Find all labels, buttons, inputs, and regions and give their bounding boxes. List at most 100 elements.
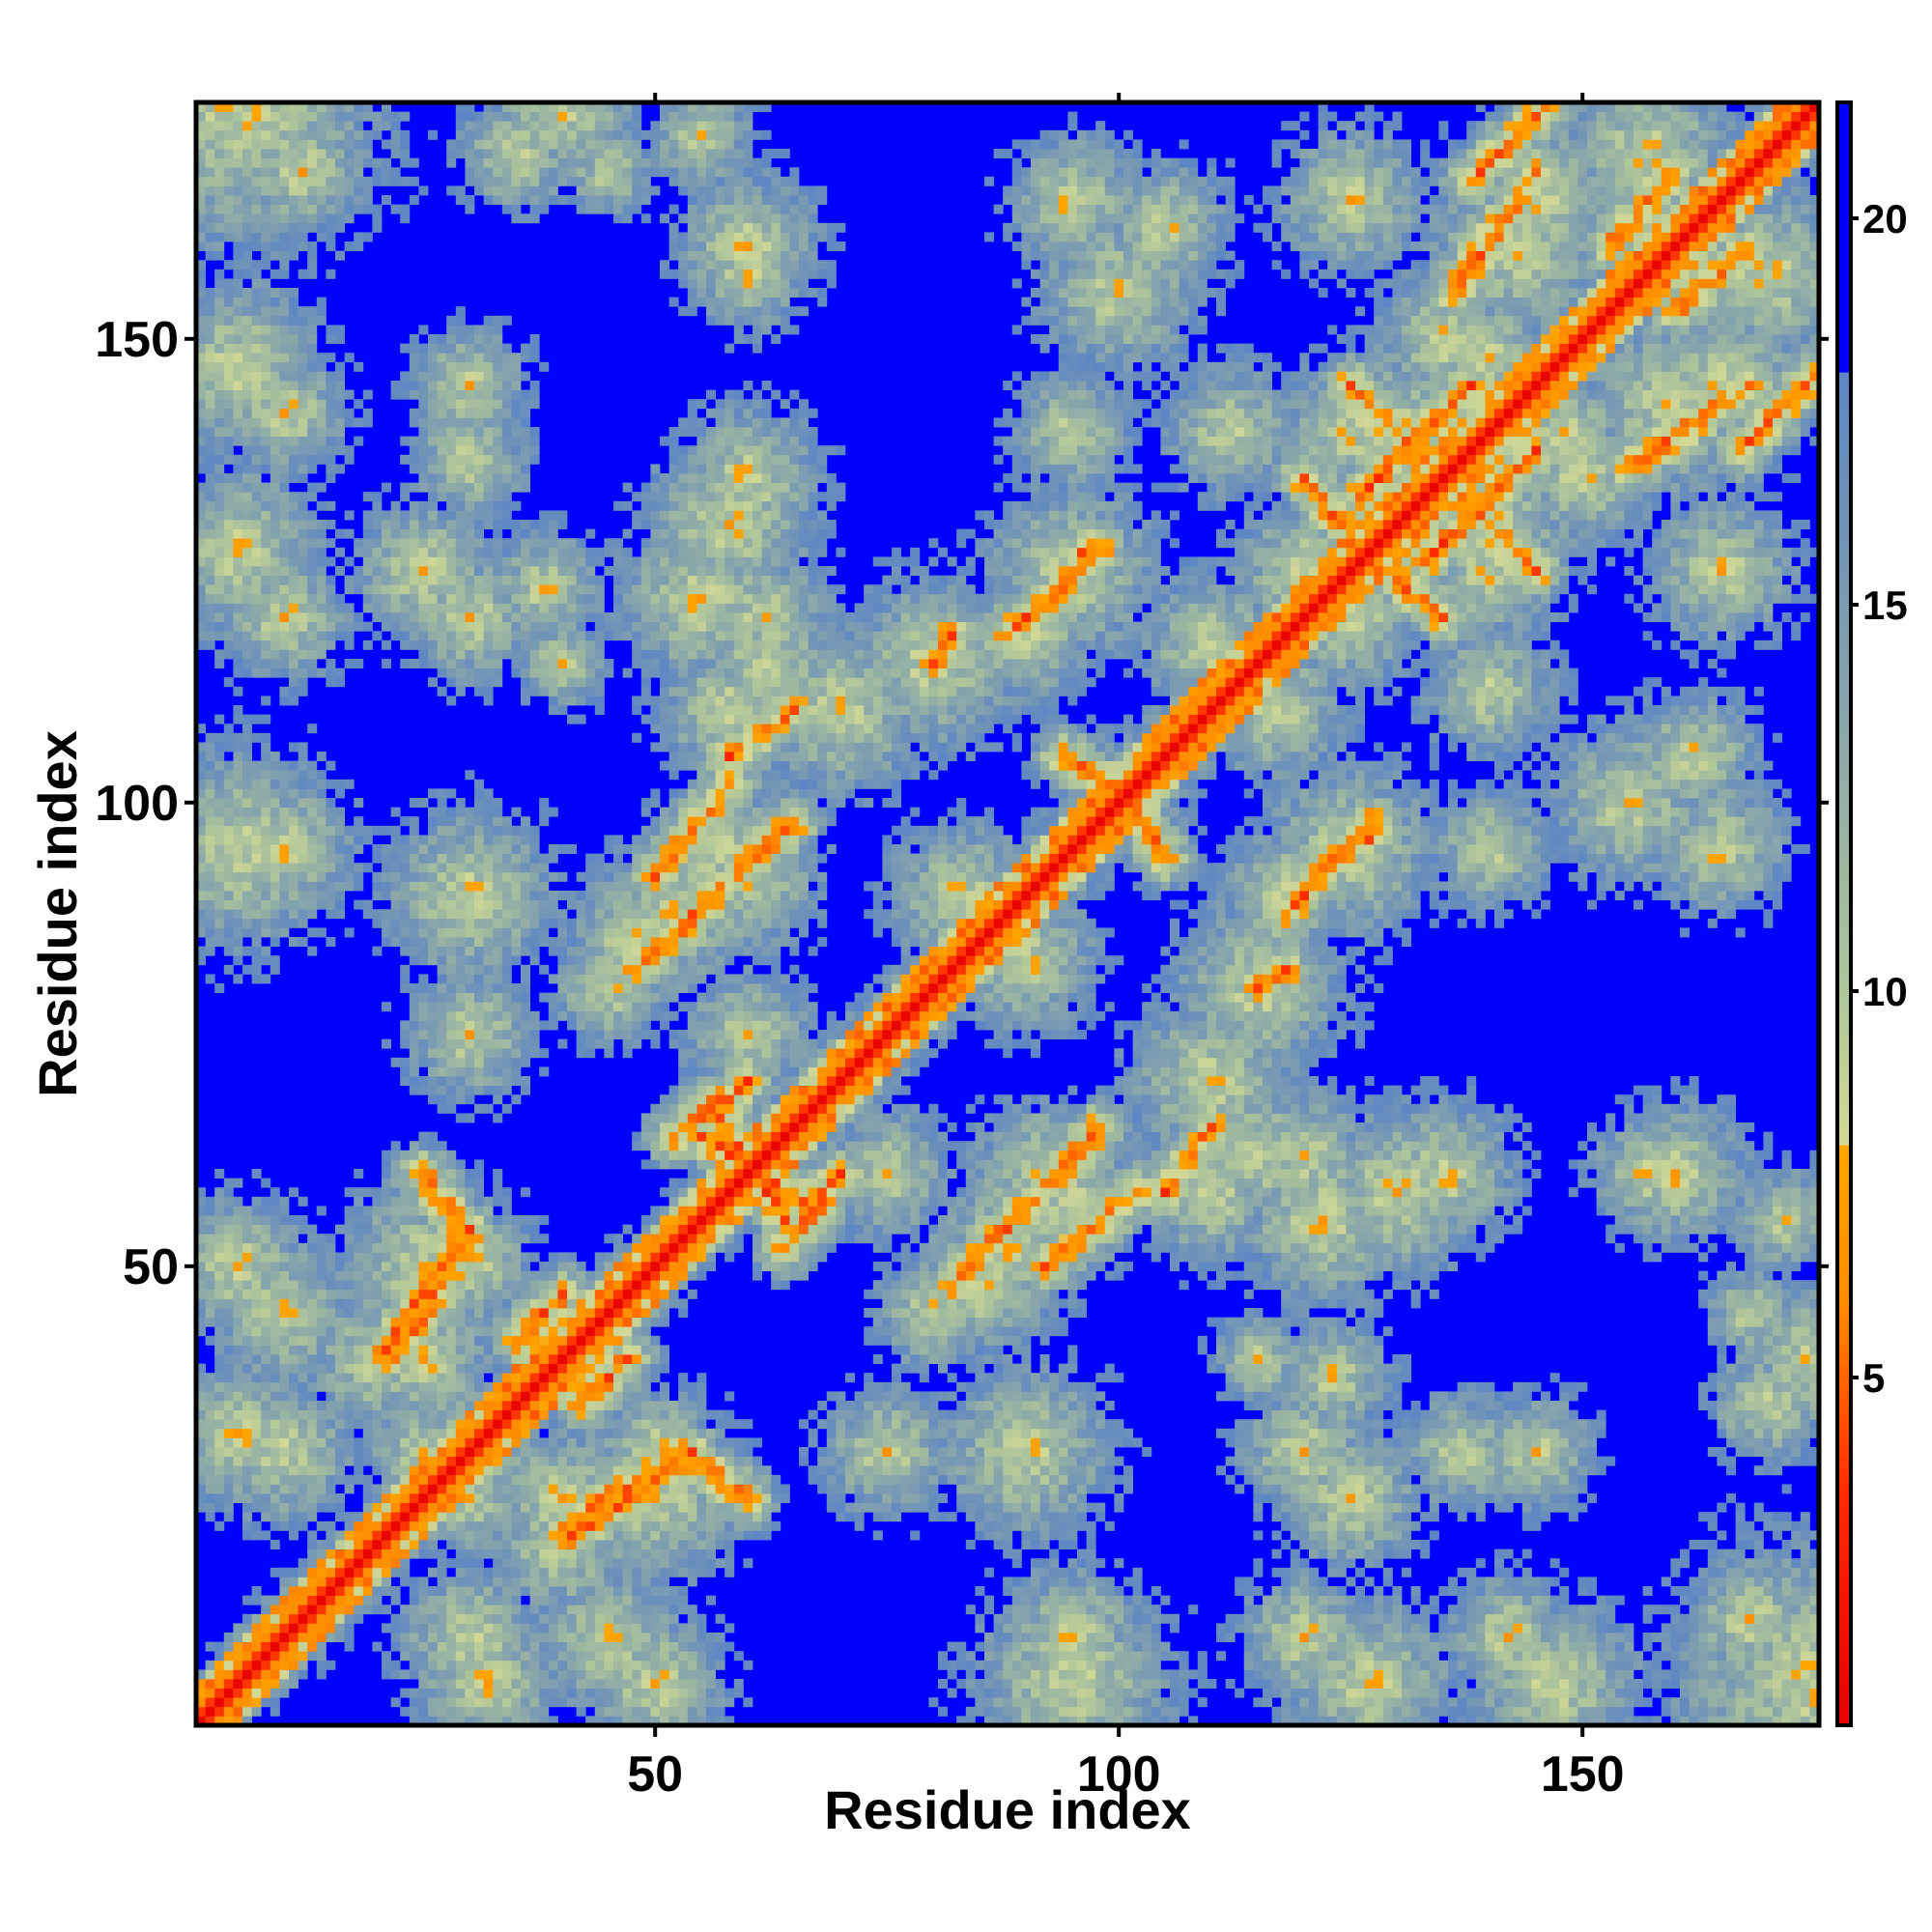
heatmap-cell xyxy=(696,1521,706,1531)
heatmap-cell xyxy=(1485,1661,1494,1670)
heatmap-cell xyxy=(214,733,224,743)
heatmap-cell xyxy=(1698,1651,1708,1661)
heatmap-cell xyxy=(1272,1707,1282,1717)
heatmap-cell xyxy=(206,371,215,381)
heatmap-cell xyxy=(1012,1577,1022,1586)
heatmap-cell xyxy=(289,1382,298,1392)
heatmap-cell xyxy=(214,316,224,326)
heatmap-cell xyxy=(345,1280,355,1290)
heatmap-cell xyxy=(1077,1633,1087,1642)
heatmap-cell xyxy=(345,1447,355,1457)
heatmap-cell xyxy=(1569,1605,1578,1614)
heatmap-cell xyxy=(335,1437,345,1447)
heatmap-cell xyxy=(1690,1661,1699,1670)
heatmap-cell xyxy=(696,1679,706,1689)
heatmap-cell xyxy=(224,381,234,390)
heatmap-cell xyxy=(206,417,215,427)
heatmap-cell xyxy=(446,1558,456,1568)
heatmap-cell xyxy=(1095,1642,1105,1652)
heatmap-cell xyxy=(678,1623,688,1633)
heatmap-cell xyxy=(242,427,252,437)
heatmap-cell xyxy=(1309,1642,1319,1652)
heatmap-cell xyxy=(270,548,280,557)
heatmap-cell xyxy=(270,167,280,177)
heatmap-cell xyxy=(1430,1596,1439,1605)
heatmap-cell xyxy=(317,1614,327,1624)
heatmap-cell xyxy=(317,1651,327,1661)
heatmap-cell xyxy=(1531,1512,1541,1521)
heatmap-cell xyxy=(1754,1577,1764,1586)
heatmap-cell xyxy=(270,455,280,465)
heatmap-cell xyxy=(206,1410,215,1420)
heatmap-cell xyxy=(307,270,317,279)
heatmap-cell xyxy=(326,677,335,687)
heatmap-cell xyxy=(428,1642,438,1652)
heatmap-cell xyxy=(224,1271,234,1281)
heatmap-cell xyxy=(252,1391,262,1401)
heatmap-cell xyxy=(326,1401,335,1410)
heatmap-cell xyxy=(270,1465,280,1475)
heatmap-cell xyxy=(242,149,252,158)
heatmap-cell xyxy=(233,390,242,400)
heatmap-cell xyxy=(242,399,252,409)
heatmap-cell xyxy=(595,1633,605,1642)
heatmap-cell xyxy=(1430,1669,1439,1679)
heatmap-cell xyxy=(456,1540,466,1549)
heatmap-cell xyxy=(1346,1623,1355,1633)
heatmap-cell xyxy=(688,1697,697,1707)
heatmap-cell xyxy=(279,501,289,511)
heatmap-cell xyxy=(1299,1521,1309,1531)
heatmap-cell xyxy=(1095,1614,1105,1624)
heatmap-cell xyxy=(298,603,308,612)
heatmap-cell xyxy=(1690,1586,1699,1596)
heatmap-cell xyxy=(382,1345,391,1354)
heatmap-cell xyxy=(261,603,270,612)
heatmap-cell xyxy=(326,1326,335,1336)
heatmap-cell xyxy=(400,919,410,928)
heatmap-cell xyxy=(206,483,215,493)
heatmap-cell xyxy=(270,139,280,149)
heatmap-cell xyxy=(1309,1549,1319,1559)
heatmap-cell xyxy=(307,1503,317,1513)
heatmap-cell xyxy=(289,649,298,659)
heatmap-cell xyxy=(252,1447,262,1457)
heatmap-cell xyxy=(1531,1596,1541,1605)
heatmap-cell xyxy=(1670,1697,1680,1707)
heatmap-cell xyxy=(289,399,298,409)
heatmap-cell xyxy=(252,631,262,640)
heatmap-cell xyxy=(1049,1605,1059,1614)
heatmap-cell xyxy=(456,1596,466,1605)
heatmap-cell xyxy=(233,298,242,307)
heatmap-cell xyxy=(279,455,289,465)
heatmap-cell xyxy=(549,1661,558,1670)
heatmap-cell xyxy=(252,548,262,557)
heatmap-cell xyxy=(206,139,215,149)
heatmap-cell xyxy=(363,1475,373,1485)
heatmap-cell xyxy=(1299,1614,1309,1624)
heatmap-cell xyxy=(354,1596,363,1605)
heatmap-cell xyxy=(270,919,280,928)
heatmap-cell xyxy=(1383,1642,1393,1652)
heatmap-cell xyxy=(669,1697,679,1707)
heatmap-cell xyxy=(298,149,308,158)
heatmap-cell xyxy=(214,362,224,372)
heatmap-cell xyxy=(669,1558,679,1568)
heatmap-cell xyxy=(224,826,234,836)
heatmap-cell xyxy=(242,1484,252,1493)
heatmap-cell xyxy=(345,417,355,427)
heatmap-cell xyxy=(530,1577,540,1586)
heatmap-cell xyxy=(660,1577,669,1586)
heatmap-cell xyxy=(1059,1530,1068,1540)
heatmap-cell xyxy=(1040,1689,1050,1698)
heatmap-cell xyxy=(242,316,252,326)
heatmap-cell xyxy=(242,371,252,381)
heatmap-cell xyxy=(1133,1623,1143,1633)
heatmap-cell xyxy=(1253,1661,1263,1670)
heatmap-cell xyxy=(623,1614,633,1624)
heatmap-cell xyxy=(1736,1661,1746,1670)
heatmap-cell xyxy=(289,603,298,612)
heatmap-cell xyxy=(242,1215,252,1225)
heatmap-cell xyxy=(1160,1697,1170,1707)
heatmap-cell xyxy=(1430,1689,1439,1698)
heatmap-cell xyxy=(1494,1697,1504,1707)
